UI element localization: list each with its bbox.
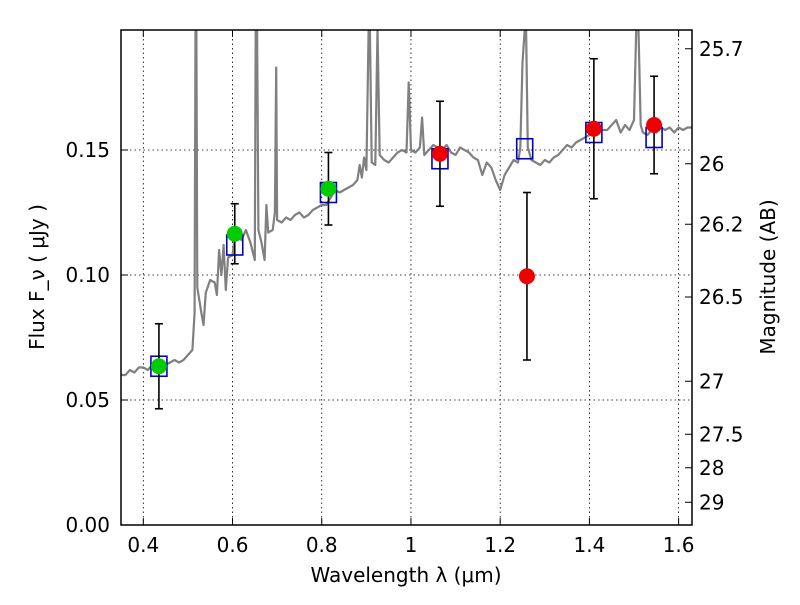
right-tick-label: 27 [699, 369, 724, 393]
plot-frame [120, 29, 693, 526]
x-tick-label: 0.8 [306, 533, 338, 557]
x-tick-label: 0.6 [217, 533, 249, 557]
axis-ticks: 0.4 0.6 0.8 1 1.2 1.4 1.6 0.00 0.05 0.10 0.15 25.7 2… [65, 30, 744, 557]
right-tick-label: 26.2 [699, 212, 744, 236]
y-tick-label: 0.00 [65, 513, 110, 537]
x-tick-label: 1 [405, 533, 418, 557]
right-tick-label: 25.7 [699, 37, 744, 61]
model-photometry-square [515, 137, 534, 160]
x-tick-label: 1.6 [663, 533, 695, 557]
y-axis-title: Flux F_ν ( μJy ) [25, 204, 49, 350]
observed-flux-point [320, 180, 337, 197]
spectrum-line [121, 30, 692, 377]
observed-flux-point [226, 225, 243, 242]
y-tick-label: 0.15 [65, 138, 110, 162]
grid-lines [121, 30, 692, 525]
observed-flux-point [431, 145, 448, 162]
right-tick-label: 29 [699, 490, 724, 514]
model-spectrum [121, 30, 692, 377]
right-tick-label: 26.5 [699, 285, 744, 309]
observed-flux-point [646, 117, 663, 133]
x-tick-label: 1.4 [573, 533, 605, 557]
right-tick-label: 28 [699, 456, 724, 480]
right-tick-label: 27.5 [699, 422, 744, 446]
x-tick-label: 1.2 [484, 533, 516, 557]
observed-flux-point [585, 120, 602, 137]
observed-flux-point [518, 268, 535, 285]
y-tick-label: 0.05 [65, 388, 110, 412]
x-tick-label: 0.4 [127, 533, 159, 557]
right-tick-label: 26 [699, 152, 724, 176]
y-axis-right-title: Magnitude (AB) [756, 199, 780, 354]
x-axis-title: Wavelength λ (μm) [310, 563, 501, 587]
observed-flux-point [150, 358, 167, 375]
y-tick-label: 0.10 [65, 263, 110, 287]
data-markers [150, 57, 663, 410]
